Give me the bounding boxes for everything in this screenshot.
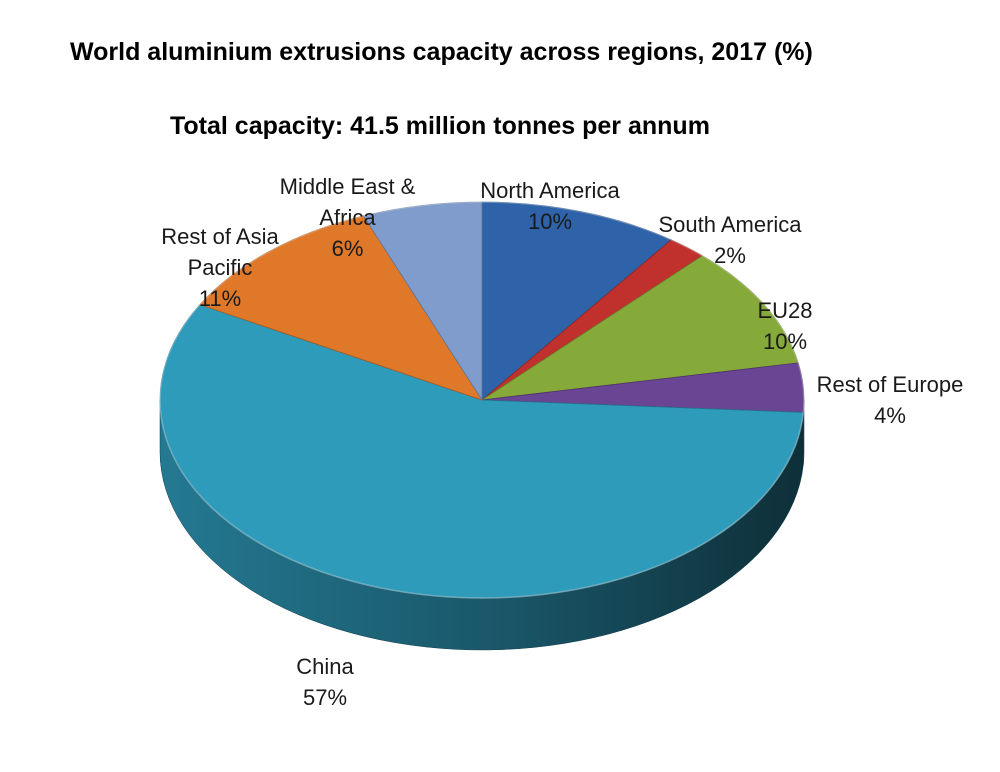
pie-slice-middle-east-africa: [362, 201, 483, 402]
pie-slice-eu28: [481, 255, 799, 401]
pie-slice-rest-of-asia-pacific: [199, 215, 483, 401]
label-rest-of-europe: Rest of Europe 4%: [816, 372, 964, 428]
chart-subtitle: Total capacity: 41.5 million tonnes per …: [170, 112, 710, 140]
label-rest-of-asia-pacific: Rest of Asia Pacific 11%: [161, 224, 279, 311]
label-middle-east-africa: Middle East & Africa 6%: [279, 174, 416, 261]
label-south-america: South America 2%: [658, 212, 802, 268]
pie-top-faces: [159, 201, 805, 599]
label-north-america: North America 10%: [480, 178, 620, 234]
label-eu28: EU28 10%: [757, 298, 813, 354]
pie-slice-china: [159, 304, 804, 599]
pie-rim: [159, 201, 805, 599]
label-china: China 57%: [296, 654, 354, 710]
chart-title: World aluminium extrusions capacity acro…: [70, 38, 813, 66]
pie-slice-north-america: [481, 201, 673, 401]
